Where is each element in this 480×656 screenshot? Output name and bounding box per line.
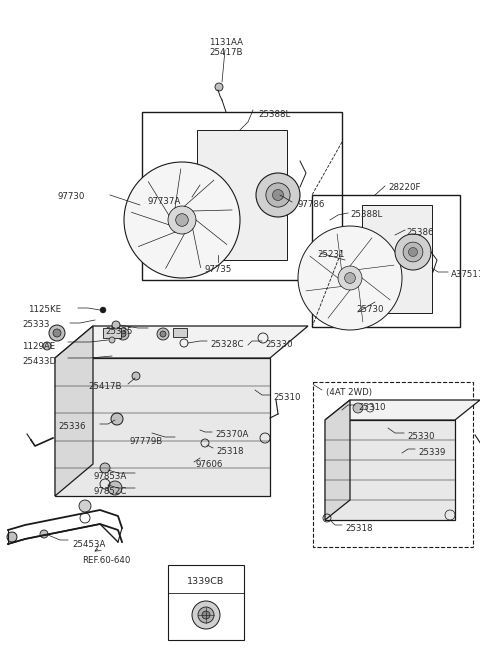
- Bar: [313, 382, 473, 547]
- Text: 25318: 25318: [216, 447, 243, 456]
- Text: 25333: 25333: [22, 320, 49, 329]
- Text: 97853A: 97853A: [93, 472, 126, 481]
- Polygon shape: [55, 326, 93, 496]
- Text: 97735: 97735: [204, 265, 232, 274]
- Bar: [362, 205, 432, 313]
- Text: 25310: 25310: [358, 403, 385, 412]
- Circle shape: [132, 372, 140, 380]
- Circle shape: [176, 214, 188, 226]
- Circle shape: [298, 226, 402, 330]
- Circle shape: [353, 403, 363, 413]
- Circle shape: [120, 331, 126, 337]
- Bar: [103, 328, 121, 338]
- Circle shape: [202, 611, 210, 619]
- Text: 97606: 97606: [196, 460, 223, 469]
- Text: 25310: 25310: [273, 393, 300, 402]
- Circle shape: [338, 266, 362, 290]
- Text: 25328C: 25328C: [210, 340, 243, 349]
- Bar: [312, 195, 460, 327]
- Circle shape: [53, 329, 61, 337]
- Text: 25336: 25336: [58, 422, 85, 431]
- Circle shape: [215, 83, 223, 91]
- Circle shape: [43, 342, 51, 350]
- Circle shape: [345, 273, 355, 283]
- Bar: [168, 565, 244, 640]
- Text: 25388L: 25388L: [258, 110, 290, 119]
- Text: 97786: 97786: [298, 200, 325, 209]
- Text: 25339: 25339: [418, 448, 445, 457]
- Text: 97852C: 97852C: [93, 487, 126, 496]
- Text: 25330: 25330: [265, 340, 292, 349]
- Circle shape: [408, 247, 418, 256]
- Circle shape: [256, 173, 300, 217]
- Text: 97779B: 97779B: [130, 437, 163, 446]
- Text: 1125KE: 1125KE: [28, 305, 61, 314]
- Circle shape: [40, 530, 48, 538]
- Polygon shape: [325, 400, 350, 520]
- Text: 28220F: 28220F: [388, 183, 420, 192]
- Polygon shape: [325, 400, 480, 420]
- Polygon shape: [55, 358, 270, 496]
- Circle shape: [192, 601, 220, 629]
- Circle shape: [266, 183, 290, 207]
- Text: 1339CB: 1339CB: [187, 577, 225, 586]
- Circle shape: [79, 500, 91, 512]
- Circle shape: [112, 321, 120, 329]
- Circle shape: [157, 328, 169, 340]
- Circle shape: [100, 307, 106, 313]
- Text: 25335: 25335: [105, 327, 132, 336]
- Text: 25433D: 25433D: [22, 357, 56, 366]
- Circle shape: [198, 607, 214, 623]
- Bar: [142, 112, 342, 280]
- Text: 25417B: 25417B: [88, 382, 121, 391]
- Text: 25318: 25318: [345, 524, 372, 533]
- Circle shape: [124, 162, 240, 278]
- Bar: [173, 328, 187, 337]
- Text: 25453A: 25453A: [72, 540, 106, 549]
- Text: REF.60-640: REF.60-640: [82, 556, 131, 565]
- Text: 97737A: 97737A: [147, 197, 180, 206]
- Circle shape: [49, 325, 65, 341]
- Circle shape: [403, 242, 423, 262]
- Text: 25330: 25330: [407, 432, 434, 441]
- Polygon shape: [55, 326, 308, 358]
- Text: 97730: 97730: [58, 192, 85, 201]
- Circle shape: [160, 331, 166, 337]
- Circle shape: [100, 463, 110, 473]
- Text: 25231: 25231: [317, 250, 345, 259]
- Polygon shape: [325, 420, 455, 520]
- Circle shape: [108, 481, 122, 495]
- Text: 25386: 25386: [406, 228, 433, 237]
- Circle shape: [168, 206, 196, 234]
- Text: 25370A: 25370A: [215, 430, 248, 439]
- Circle shape: [109, 337, 115, 343]
- Bar: [197, 130, 287, 260]
- Text: 25388L: 25388L: [350, 210, 382, 219]
- Text: (4AT 2WD): (4AT 2WD): [326, 388, 372, 397]
- Text: 1131AA
25417B: 1131AA 25417B: [209, 38, 243, 57]
- Circle shape: [117, 328, 129, 340]
- Circle shape: [273, 190, 284, 201]
- Text: 25730: 25730: [356, 305, 384, 314]
- Circle shape: [111, 413, 123, 425]
- Text: 1129AE: 1129AE: [22, 342, 55, 351]
- Text: A37511: A37511: [451, 270, 480, 279]
- Circle shape: [7, 532, 17, 542]
- Circle shape: [395, 234, 431, 270]
